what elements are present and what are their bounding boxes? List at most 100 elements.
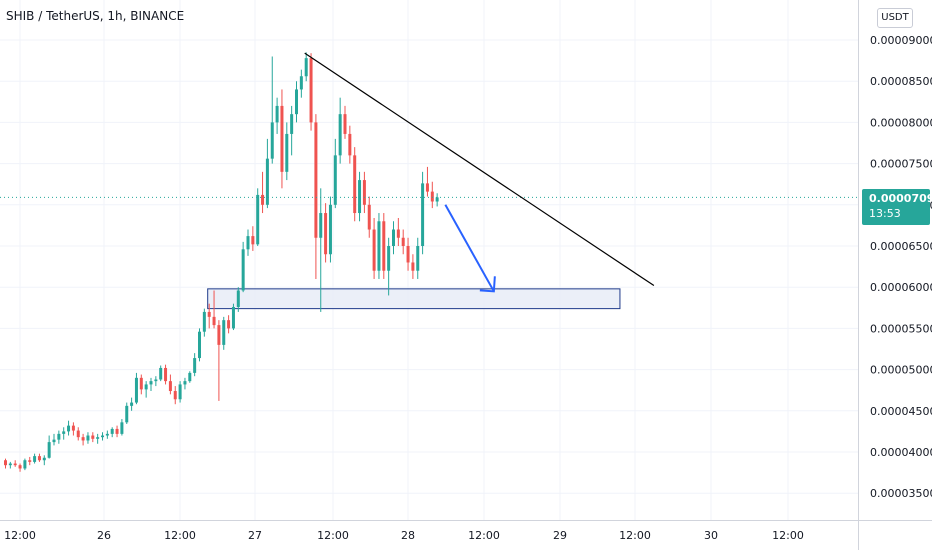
candle-body: [42, 457, 46, 461]
candle-body: [401, 237, 405, 246]
x-tick-label: 30: [704, 529, 718, 542]
y-tick-label: 0.00005000: [870, 364, 932, 377]
candle-body: [290, 114, 294, 134]
bar-countdown-label: 13:53: [869, 207, 901, 220]
candle-body: [314, 122, 318, 238]
x-tick-label: 26: [97, 529, 111, 542]
candle-body: [348, 133, 352, 156]
candle-body: [130, 402, 134, 406]
x-tick-label: 12:00: [772, 529, 804, 542]
candle-body: [23, 460, 27, 469]
chart-title: SHIB / TetherUS, 1h, BINANCE: [6, 9, 185, 23]
candle-body: [382, 221, 386, 271]
candle-body: [285, 133, 289, 172]
x-tick-label: 29: [553, 529, 567, 542]
projection-arrow: [444, 204, 495, 292]
candle-body: [139, 377, 143, 390]
candle-body: [134, 377, 138, 403]
candle-body: [251, 236, 255, 245]
x-tick-label: 12:00: [317, 529, 349, 542]
candle-body: [362, 180, 366, 205]
candle-body: [96, 437, 100, 439]
candle-body: [304, 58, 308, 77]
candle-body: [47, 442, 51, 458]
candle-body: [387, 246, 391, 271]
candle-body: [343, 114, 347, 134]
candle-body: [91, 435, 95, 439]
candle-body: [217, 325, 221, 345]
candle-body: [198, 331, 201, 359]
candle-body: [188, 372, 192, 382]
candle-body: [115, 428, 119, 434]
y-tick-label: 0.00007500: [870, 158, 932, 171]
candle-body: [425, 183, 429, 192]
candle-body: [52, 439, 56, 443]
candle-body: [435, 197, 439, 202]
candle-body: [227, 320, 231, 329]
candle-body: [149, 381, 153, 385]
candle-body: [71, 425, 75, 431]
x-tick-label: 12:00: [4, 529, 36, 542]
y-tick-label: 0.00004500: [870, 405, 932, 418]
candle-body: [353, 155, 357, 214]
candle-body: [328, 204, 332, 255]
candle-body: [110, 428, 114, 434]
x-tick-label: 12:00: [164, 529, 196, 542]
current-price-tag: 0.00007092 13:53: [862, 189, 932, 225]
y-tick-label: 0.00003500: [870, 487, 932, 500]
candle-body: [236, 290, 240, 307]
candle-body: [406, 246, 410, 263]
candle-body: [105, 433, 109, 436]
candle-body: [270, 122, 274, 159]
candle-body: [309, 58, 313, 123]
candle-body: [37, 456, 41, 461]
candle-body: [324, 213, 328, 255]
current-price-label: 0.00007092: [869, 192, 932, 205]
currency-unit-button[interactable]: USDT: [877, 8, 913, 28]
projection-arrow-head: [479, 276, 496, 293]
y-tick-label: 0.00008500: [870, 75, 932, 88]
candle-body: [280, 105, 284, 172]
candle-body: [120, 422, 124, 434]
candle-body: [411, 262, 415, 271]
candle-body: [173, 391, 177, 400]
candle-body: [62, 431, 66, 434]
candle-body: [86, 435, 90, 441]
candle-body: [144, 384, 148, 390]
candle-body: [18, 465, 22, 469]
trendline: [304, 52, 655, 287]
candle-body: [183, 381, 187, 385]
candle-body: [28, 460, 32, 462]
candle-body: [159, 367, 163, 380]
candle-body: [81, 437, 85, 441]
candle-body: [57, 433, 61, 440]
y-tick-label: 0.00006500: [870, 240, 932, 253]
candle-body: [125, 405, 129, 423]
candle-body: [13, 463, 17, 466]
candle-body: [207, 311, 211, 317]
candle-body: [261, 194, 265, 205]
candle-body: [231, 306, 235, 329]
candle-body: [421, 183, 425, 246]
candle-body: [222, 320, 226, 345]
candle-body: [377, 221, 381, 271]
candle-body: [319, 213, 323, 238]
candle-body: [396, 229, 400, 238]
candle-body: [246, 236, 250, 250]
candle-body: [212, 316, 216, 326]
candle-body: [299, 76, 303, 90]
candle-body: [333, 155, 337, 205]
y-tick-label: 0.00006000: [870, 281, 932, 294]
candle-body: [265, 158, 269, 205]
candle-body: [275, 105, 279, 123]
candle-body: [193, 358, 197, 373]
candle-body: [392, 229, 395, 246]
candle-body: [358, 180, 362, 214]
candle-body: [256, 194, 260, 245]
candle-body: [8, 463, 12, 466]
candle-body: [67, 425, 71, 432]
candle-body: [4, 460, 7, 466]
y-tick-label: 0.00004000: [870, 446, 932, 459]
candle-body: [416, 246, 420, 271]
